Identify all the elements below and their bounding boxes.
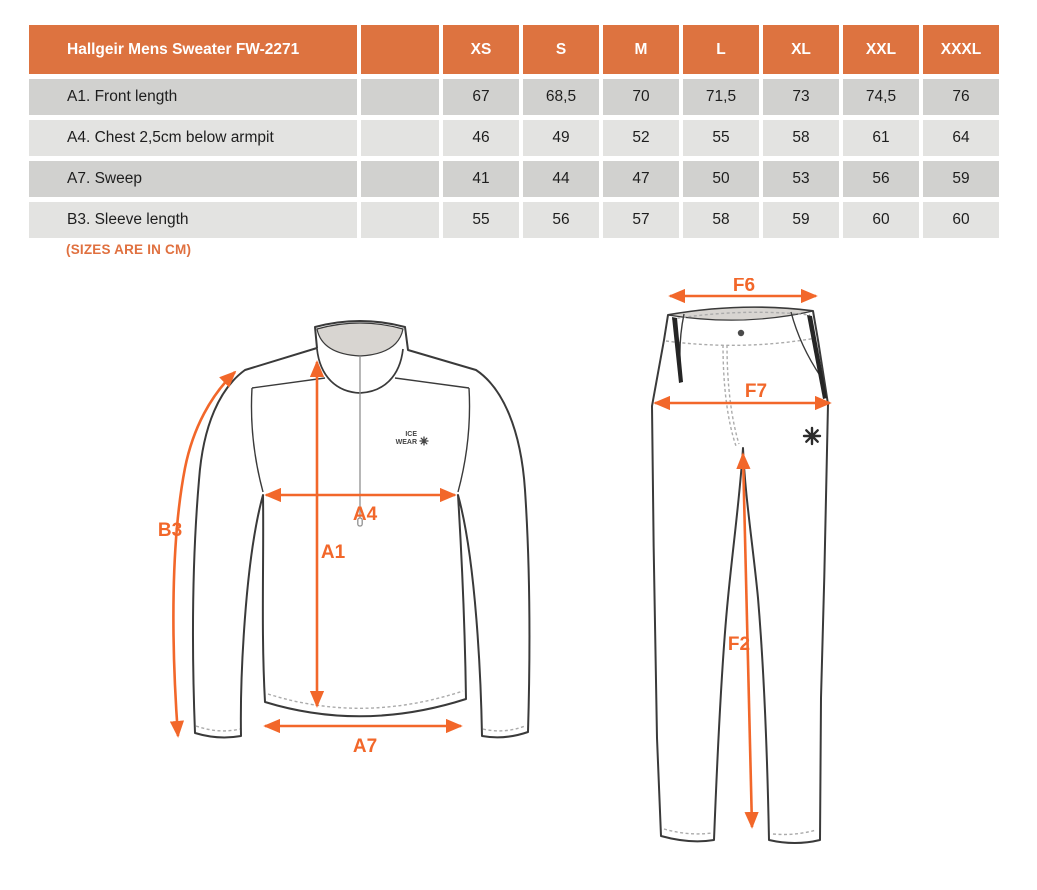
cell-value: 49 xyxy=(523,120,599,156)
label-f7: F7 xyxy=(745,381,767,402)
arrow-b3 xyxy=(169,370,237,738)
sweater-zipper-pull xyxy=(357,517,363,527)
col-header-xxl: XXL xyxy=(843,25,919,74)
arrow-f2 xyxy=(736,452,759,829)
table-header-spacer xyxy=(361,25,439,74)
row-label: A4. Chest 2,5cm below armpit xyxy=(29,120,357,156)
cell-value: 58 xyxy=(763,120,839,156)
sweater-shoulder-seams xyxy=(250,377,471,493)
label-f2: F2 xyxy=(728,634,750,655)
cell-value: 68,5 xyxy=(523,79,599,115)
cell-value: 44 xyxy=(523,161,599,197)
table-title: Hallgeir Mens Sweater FW-2271 xyxy=(29,25,357,74)
pants-hem-stitches xyxy=(663,828,817,836)
col-header-xl: XL xyxy=(763,25,839,74)
cell-value: 76 xyxy=(923,79,999,115)
sweater-silhouette xyxy=(191,320,531,739)
sizes-note: (SIZES ARE IN CM) xyxy=(66,242,192,257)
cell-value: 73 xyxy=(763,79,839,115)
logo-text-line2: WEAR xyxy=(396,439,417,446)
table-header-row: Hallgeir Mens Sweater FW-2271 XS S M L X… xyxy=(29,25,999,74)
cell-value: 57 xyxy=(603,202,679,238)
col-header-m: M xyxy=(603,25,679,74)
cell-value: 41 xyxy=(443,161,519,197)
col-header-s: S xyxy=(523,25,599,74)
row-spacer xyxy=(361,79,439,115)
cell-value: 60 xyxy=(843,202,919,238)
pants-waist-inner xyxy=(667,306,814,321)
cell-value: 46 xyxy=(443,120,519,156)
row-label: A7. Sweep xyxy=(29,161,357,197)
label-a1: A1 xyxy=(321,542,346,563)
table-row: A4. Chest 2,5cm below armpit 46 49 52 55… xyxy=(29,120,999,156)
table-row: B3. Sleeve length 55 56 57 58 59 60 60 xyxy=(29,202,999,238)
cell-value: 71,5 xyxy=(683,79,759,115)
row-label: A1. Front length xyxy=(29,79,357,115)
sweater-diagram: ICE WEAR B3 A1 A4 A7 xyxy=(158,320,531,757)
cell-value: 67 xyxy=(443,79,519,115)
col-header-xs: XS xyxy=(443,25,519,74)
cell-value: 50 xyxy=(683,161,759,197)
cell-value: 74,5 xyxy=(843,79,919,115)
cell-value: 55 xyxy=(443,202,519,238)
sweater-brand-logo: ICE WEAR xyxy=(396,431,429,446)
row-spacer xyxy=(361,161,439,197)
pants-pocket-left-wedge xyxy=(672,317,683,383)
cell-value: 56 xyxy=(843,161,919,197)
row-spacer xyxy=(361,202,439,238)
table-row: A1. Front length 67 68,5 70 71,5 73 74,5… xyxy=(29,79,999,115)
logo-snowflake-icon xyxy=(419,436,429,446)
label-f6: F6 xyxy=(733,278,755,296)
size-chart-table: Hallgeir Mens Sweater FW-2271 XS S M L X… xyxy=(25,20,1003,243)
cell-value: 64 xyxy=(923,120,999,156)
pants-waistband-stitch xyxy=(665,337,817,347)
table-row: A7. Sweep 41 44 47 50 53 56 59 xyxy=(29,161,999,197)
cell-value: 58 xyxy=(683,202,759,238)
cell-value: 56 xyxy=(523,202,599,238)
pants-pocket-right-wedge xyxy=(807,315,827,399)
row-spacer xyxy=(361,120,439,156)
cell-value: 53 xyxy=(763,161,839,197)
label-a7: A7 xyxy=(353,736,377,757)
cell-value: 52 xyxy=(603,120,679,156)
cell-value: 59 xyxy=(763,202,839,238)
cell-value: 59 xyxy=(923,161,999,197)
label-a4: A4 xyxy=(353,504,378,525)
pants-pocket-right-line xyxy=(790,311,822,378)
pants-button xyxy=(737,329,745,337)
cell-value: 47 xyxy=(603,161,679,197)
logo-text-line1: ICE xyxy=(405,431,417,438)
pants-snowflake-logo xyxy=(802,426,822,446)
col-header-l: L xyxy=(683,25,759,74)
cell-value: 60 xyxy=(923,202,999,238)
cell-value: 61 xyxy=(843,120,919,156)
cell-value: 70 xyxy=(603,79,679,115)
sweater-hem-stitch xyxy=(267,690,464,709)
cell-value: 55 xyxy=(683,120,759,156)
pants-silhouette xyxy=(651,306,829,844)
pants-diagram: F6 F7 F2 xyxy=(651,278,832,844)
row-label: B3. Sleeve length xyxy=(29,202,357,238)
sweater-collar-inner xyxy=(316,322,404,357)
pants-waist-rim-stitch xyxy=(671,311,811,320)
label-b3: B3 xyxy=(158,520,182,541)
col-header-xxxl: XXXL xyxy=(923,25,999,74)
